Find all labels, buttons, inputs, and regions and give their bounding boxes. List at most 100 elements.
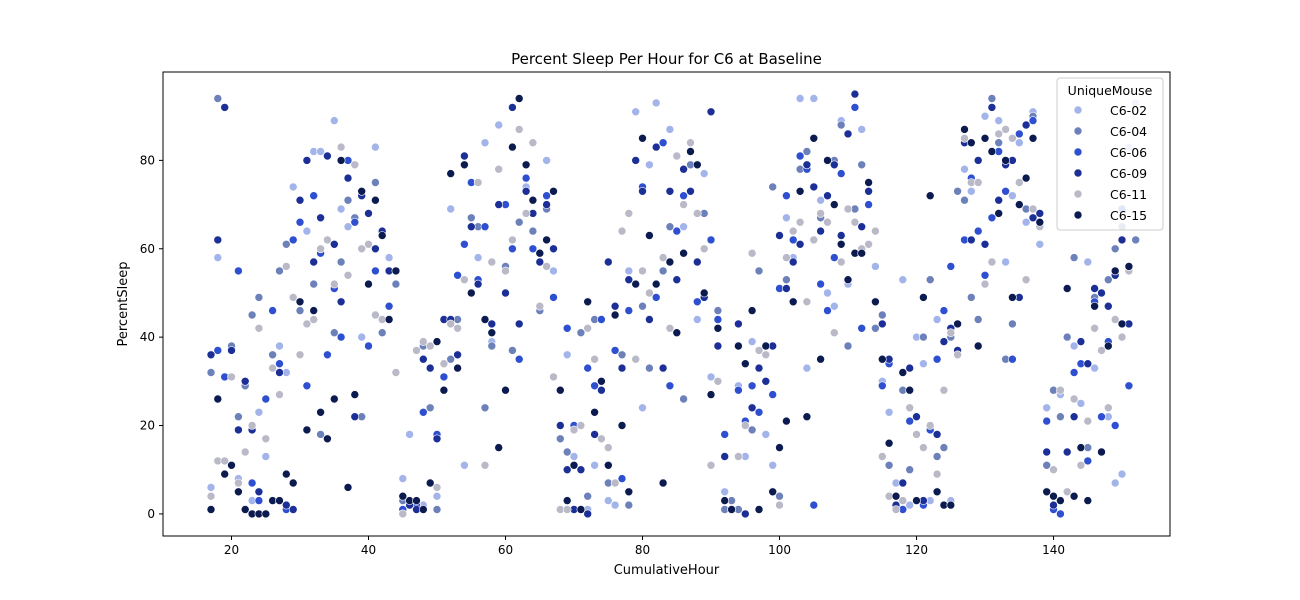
- data-point: [1014, 178, 1024, 187]
- data-point: [713, 341, 723, 351]
- data-point: [843, 275, 853, 285]
- data-point: [446, 354, 456, 364]
- data-point: [946, 262, 956, 271]
- data-point: [576, 465, 586, 475]
- data-point: [206, 483, 216, 492]
- data-point: [1056, 509, 1065, 519]
- data-point: [234, 487, 243, 497]
- data-point: [768, 460, 778, 470]
- data-point: [980, 270, 990, 280]
- data-point: [514, 94, 524, 103]
- data-point: [460, 275, 469, 285]
- data-point: [795, 240, 805, 249]
- data-point: [925, 421, 935, 430]
- data-point: [487, 328, 497, 338]
- data-point: [610, 478, 620, 488]
- data-point: [638, 403, 647, 413]
- data-point: [884, 438, 894, 448]
- data-point: [1076, 337, 1086, 346]
- data-point: [295, 297, 305, 307]
- data-point: [453, 363, 462, 373]
- data-point: [371, 178, 380, 187]
- data-point: [987, 147, 997, 156]
- data-point: [829, 253, 839, 262]
- data-point: [720, 487, 730, 497]
- data-point: [966, 187, 976, 196]
- data-point: [357, 187, 367, 196]
- data-point: [309, 191, 319, 200]
- data-point: [514, 217, 524, 227]
- data-point: [1104, 301, 1113, 311]
- data-point: [234, 425, 243, 435]
- series-c6-02: [206, 94, 1140, 514]
- data-point: [939, 385, 949, 395]
- data-point: [987, 257, 997, 267]
- data-point: [364, 341, 373, 351]
- data-point: [418, 505, 428, 514]
- data-point: [966, 293, 976, 302]
- data-point: [569, 425, 579, 435]
- data-point: [1110, 266, 1120, 276]
- data-point: [555, 385, 565, 395]
- data-point: [665, 257, 675, 267]
- data-point: [603, 460, 613, 470]
- data-point: [213, 253, 223, 262]
- data-point: [994, 116, 1004, 125]
- data-point: [898, 496, 908, 505]
- data-point: [371, 244, 380, 254]
- data-point: [987, 103, 997, 112]
- series-c6-04: [206, 94, 1140, 514]
- data-point: [624, 487, 634, 497]
- data-point: [288, 478, 298, 488]
- data-point: [254, 293, 264, 302]
- data-point: [1049, 491, 1058, 501]
- data-point: [254, 407, 264, 417]
- data-point: [747, 425, 757, 435]
- data-point: [994, 209, 1004, 218]
- data-point: [473, 178, 483, 187]
- data-point: [782, 416, 791, 426]
- data-point: [1110, 478, 1120, 488]
- data-point: [220, 469, 229, 479]
- data-point: [508, 244, 517, 254]
- data-point: [1028, 134, 1038, 143]
- data-point: [281, 262, 291, 271]
- data-point: [514, 319, 524, 329]
- data-point: [281, 469, 291, 479]
- data-point: [1083, 257, 1093, 267]
- data-point: [295, 195, 305, 205]
- data-point: [912, 496, 921, 505]
- data-point: [706, 372, 716, 382]
- data-point: [460, 460, 469, 470]
- data-point: [1117, 469, 1127, 479]
- data-point: [371, 310, 380, 320]
- data-point: [1021, 275, 1031, 285]
- data-point: [220, 456, 229, 466]
- data-point: [1110, 315, 1120, 324]
- data-point: [617, 474, 627, 483]
- data-point: [665, 187, 675, 196]
- data-point: [583, 297, 593, 307]
- data-point: [1090, 323, 1099, 333]
- legend-label: C6-06: [1110, 145, 1147, 160]
- data-point: [480, 460, 490, 470]
- data-point: [576, 505, 586, 514]
- data-point: [309, 257, 319, 267]
- data-point: [302, 381, 312, 391]
- data-point: [782, 253, 791, 262]
- data-point: [247, 421, 257, 430]
- data-point: [836, 240, 846, 249]
- data-point: [508, 142, 517, 152]
- data-point: [1131, 235, 1140, 245]
- data-point: [597, 376, 606, 386]
- data-point: [494, 120, 504, 130]
- data-point: [316, 430, 325, 439]
- data-point: [898, 478, 908, 488]
- data-point: [542, 191, 551, 200]
- data-point: [261, 509, 271, 519]
- data-point: [336, 257, 346, 267]
- data-point: [843, 129, 853, 139]
- data-point: [1028, 213, 1038, 223]
- data-point: [432, 434, 442, 444]
- data-point: [528, 195, 538, 205]
